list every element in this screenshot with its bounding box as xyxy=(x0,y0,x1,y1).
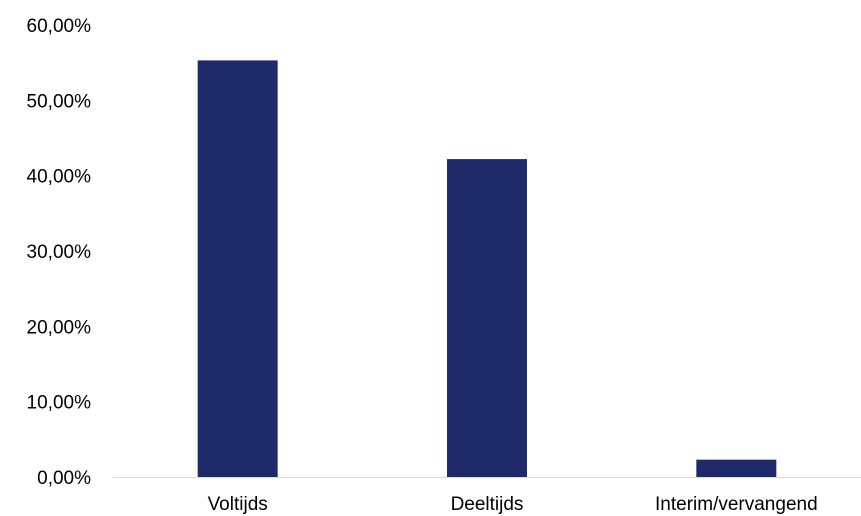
bars xyxy=(197,60,777,478)
bar-voltijds xyxy=(197,60,278,477)
y-tick-label: 0,00% xyxy=(37,468,91,489)
x-category-label: Voltijds xyxy=(208,494,268,515)
y-tick-label: 30,00% xyxy=(27,242,92,263)
y-tick-label: 40,00% xyxy=(27,167,92,188)
x-category-label: Deeltijds xyxy=(451,494,524,515)
y-axis-tick-labels: 0,00% 10,00% 20,00% 30,00% 40,00% 50,00% 60,00… xyxy=(27,16,92,489)
y-tick-label: 20,00% xyxy=(27,317,92,338)
y-tick-label: 60,00% xyxy=(27,16,92,37)
bar-interim-vervangend xyxy=(696,459,777,477)
bar-deeltijds xyxy=(447,159,527,478)
x-category-label: Interim/vervangend xyxy=(655,494,818,515)
y-tick-label: 10,00% xyxy=(27,393,92,414)
x-axis-category-labels: Voltijds Deeltijds Interim/vervangend xyxy=(208,494,818,515)
y-tick-label: 50,00% xyxy=(27,91,92,112)
